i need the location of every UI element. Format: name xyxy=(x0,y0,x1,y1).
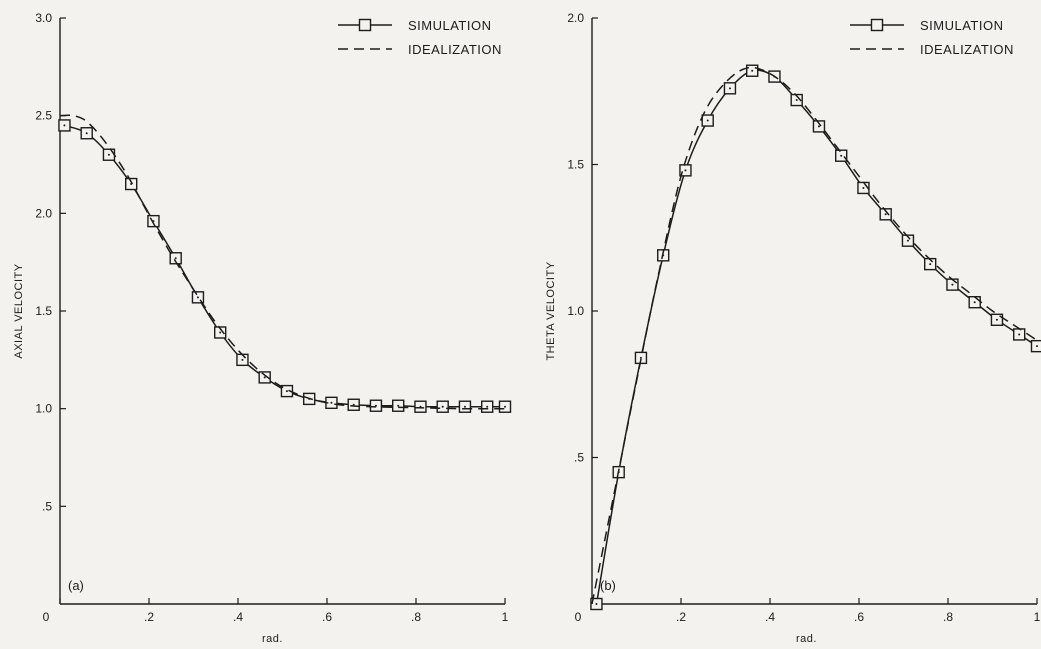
simulation-point-center xyxy=(973,301,976,304)
simulation-point-center xyxy=(352,403,355,406)
simulation-point-center xyxy=(1036,345,1038,348)
simulation-point-center xyxy=(1018,333,1021,336)
x-tick-label: .8 xyxy=(943,610,953,624)
simulation-point-center xyxy=(85,132,88,135)
y-axis-title: THETA VELOCITY xyxy=(545,261,557,360)
simulation-point-center xyxy=(906,239,909,242)
simulation-point-center xyxy=(639,356,642,359)
simulation-point-center xyxy=(684,169,687,172)
y-tick-label: 1.5 xyxy=(567,158,584,172)
x-tick-label: 0 xyxy=(43,610,50,624)
simulation-point-center xyxy=(929,263,932,266)
simulation-point-center xyxy=(751,69,754,72)
simulation-point-center xyxy=(63,124,66,127)
legend-simulation-marker xyxy=(358,18,372,32)
x-tick-label: 1 xyxy=(1034,610,1041,624)
simulation-point-center xyxy=(107,153,110,156)
x-tick-label: 0 xyxy=(575,610,582,624)
x-tick-label: .2 xyxy=(676,610,686,624)
simulation-point-center xyxy=(951,283,954,286)
simulation-point-center xyxy=(174,257,177,260)
x-tick-label: .2 xyxy=(144,610,154,624)
y-tick-label: 1.0 xyxy=(35,402,52,416)
x-tick-label: .6 xyxy=(322,610,332,624)
legend-simulation-marker xyxy=(870,18,884,32)
x-axis-title: rad. xyxy=(796,633,817,645)
x-tick-label: .6 xyxy=(854,610,864,624)
panel-label: (a) xyxy=(68,578,84,593)
simulation-point-center xyxy=(196,296,199,299)
simulation-point-center xyxy=(397,404,400,407)
simulation-point-center xyxy=(330,401,333,404)
simulation-point-center xyxy=(862,186,865,189)
simulation-point-center xyxy=(504,405,506,408)
simulation-point-center xyxy=(817,125,820,128)
legend-entry-label: SIMULATION xyxy=(408,18,492,33)
simulation-point-center xyxy=(441,405,444,408)
panel-label: (b) xyxy=(600,578,616,593)
simulation-point-center xyxy=(263,376,266,379)
simulation-point-center xyxy=(706,119,709,122)
simulation-point-center xyxy=(728,87,731,90)
simulation-point-center xyxy=(241,358,244,361)
simulation-point-center xyxy=(795,99,798,102)
simulation-point-center xyxy=(463,405,466,408)
simulation-point-center xyxy=(595,603,598,605)
simulation-series-line xyxy=(64,124,505,408)
simulation-point-center xyxy=(486,405,489,408)
simulation-point-center xyxy=(219,331,222,334)
simulation-point-center xyxy=(995,318,998,321)
x-tick-label: .8 xyxy=(411,610,421,624)
y-tick-label: .5 xyxy=(574,451,584,465)
simulation-series-line xyxy=(595,69,1038,605)
simulation-point-center xyxy=(840,154,843,157)
x-tick-label: 1 xyxy=(502,610,509,624)
y-tick-label: 1.0 xyxy=(567,304,584,318)
y-tick-label: 2.0 xyxy=(35,206,52,220)
y-tick-label: 1.5 xyxy=(35,304,52,318)
idealization-series-line xyxy=(59,114,506,410)
x-tick-label: .4 xyxy=(765,610,775,624)
simulation-point-center xyxy=(884,213,887,216)
legend-entry-label: SIMULATION xyxy=(920,18,1004,33)
idealization-series-line xyxy=(591,66,1038,605)
y-tick-label: 2.0 xyxy=(567,11,584,25)
legend-entry-label: IDEALIZATION xyxy=(408,42,502,57)
y-axis-title: AXIAL VELOCITY xyxy=(13,263,25,358)
y-tick-label: 3.0 xyxy=(35,11,52,25)
simulation-point-center xyxy=(285,390,288,393)
y-tick-label: .5 xyxy=(42,499,52,513)
y-tick-label: 2.5 xyxy=(35,109,52,123)
x-axis-title: rad. xyxy=(262,633,283,645)
legend-entry-label: IDEALIZATION xyxy=(920,42,1014,57)
x-tick-label: .4 xyxy=(233,610,243,624)
